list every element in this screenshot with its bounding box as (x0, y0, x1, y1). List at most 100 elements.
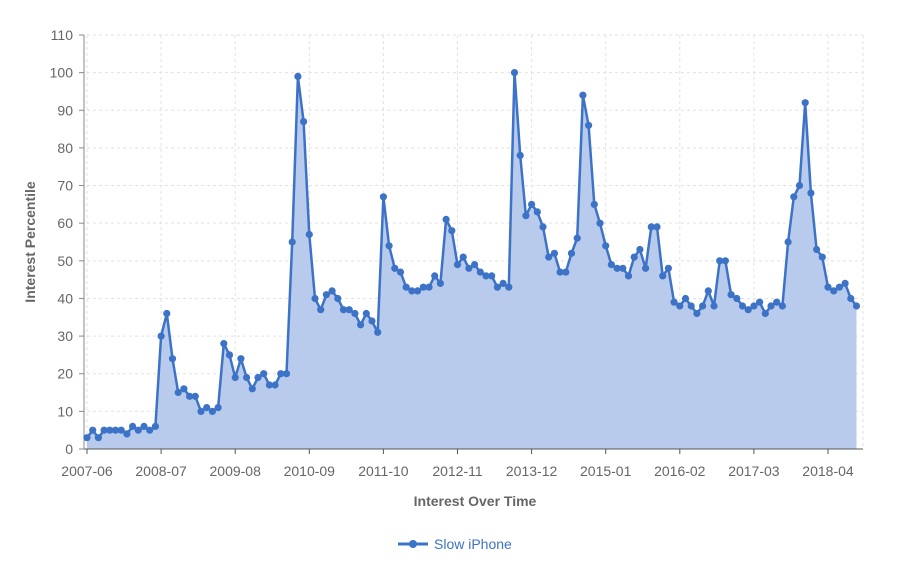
data-point[interactable] (499, 279, 507, 287)
data-point[interactable] (225, 351, 234, 359)
data-point[interactable] (402, 283, 410, 291)
data-point[interactable] (339, 306, 348, 314)
data-point[interactable] (476, 268, 484, 276)
data-point[interactable] (744, 306, 752, 314)
data-point[interactable] (300, 118, 308, 126)
data-point[interactable] (756, 298, 764, 306)
data-point[interactable] (362, 309, 370, 318)
data-point[interactable] (442, 215, 450, 223)
data-point[interactable] (100, 426, 108, 434)
data-point[interactable] (414, 287, 422, 295)
data-point[interactable] (271, 381, 279, 389)
data-point[interactable] (265, 381, 273, 389)
data-point[interactable] (539, 223, 547, 231)
data-point[interactable] (83, 434, 91, 442)
data-point[interactable] (653, 223, 661, 231)
data-point[interactable] (573, 234, 581, 242)
data-point[interactable] (345, 306, 353, 314)
data-point[interactable] (550, 249, 559, 257)
data-point[interactable] (431, 272, 439, 280)
data-point[interactable] (129, 422, 137, 430)
data-point[interactable] (624, 272, 633, 280)
data-point[interactable] (294, 72, 302, 80)
data-point[interactable] (374, 328, 382, 336)
data-point[interactable] (687, 302, 695, 310)
data-point[interactable] (659, 272, 667, 280)
data-point[interactable] (699, 302, 707, 310)
data-point[interactable] (778, 302, 787, 310)
data-point[interactable] (596, 219, 604, 227)
data-point[interactable] (567, 249, 576, 257)
data-point[interactable] (613, 264, 621, 272)
data-point[interactable] (522, 212, 530, 220)
data-point[interactable] (602, 242, 610, 250)
data-point[interactable] (852, 302, 861, 310)
data-point[interactable] (311, 294, 319, 303)
data-point[interactable] (254, 373, 262, 382)
data-point[interactable] (556, 268, 564, 276)
data-point[interactable] (670, 298, 678, 306)
data-point[interactable] (716, 257, 724, 265)
data-point[interactable] (841, 279, 849, 287)
data-point[interactable] (448, 227, 456, 235)
data-point[interactable] (197, 407, 205, 415)
data-point[interactable] (351, 309, 359, 318)
data-point[interactable] (471, 261, 479, 269)
data-point[interactable] (123, 430, 131, 438)
data-point[interactable] (260, 370, 268, 378)
data-point[interactable] (761, 309, 769, 318)
data-point[interactable] (146, 426, 154, 434)
data-point[interactable] (590, 200, 598, 208)
data-point[interactable] (773, 298, 781, 306)
data-point[interactable] (482, 272, 490, 280)
data-point[interactable] (237, 355, 245, 363)
data-point[interactable] (163, 309, 171, 318)
data-point[interactable] (220, 340, 228, 348)
data-point[interactable] (89, 426, 97, 434)
data-point[interactable] (830, 287, 838, 295)
data-point[interactable] (385, 242, 393, 250)
data-point[interactable] (607, 261, 616, 269)
data-point[interactable] (585, 121, 593, 129)
data-point[interactable] (157, 332, 165, 340)
data-point[interactable] (288, 238, 296, 246)
data-point[interactable] (305, 230, 313, 239)
data-point[interactable] (676, 302, 684, 310)
data-point[interactable] (419, 283, 427, 291)
data-point[interactable] (459, 253, 467, 261)
data-point[interactable] (111, 426, 120, 434)
data-point[interactable] (117, 426, 125, 434)
data-point[interactable] (579, 91, 587, 99)
data-point[interactable] (704, 287, 712, 295)
data-point[interactable] (767, 302, 775, 310)
data-point[interactable] (733, 294, 741, 303)
data-point[interactable] (801, 99, 809, 107)
data-point[interactable] (545, 253, 553, 261)
data-point[interactable] (231, 373, 239, 382)
data-point[interactable] (391, 264, 399, 272)
data-point[interactable] (642, 264, 650, 272)
data-point[interactable] (710, 302, 718, 310)
data-point[interactable] (636, 245, 644, 254)
data-point[interactable] (562, 268, 570, 276)
data-point[interactable] (818, 253, 826, 261)
data-point[interactable] (328, 287, 336, 295)
data-point[interactable] (203, 404, 211, 412)
data-point[interactable] (248, 385, 256, 393)
data-point[interactable] (750, 302, 758, 310)
data-point[interactable] (619, 264, 627, 272)
data-point[interactable] (243, 373, 251, 382)
data-point[interactable] (533, 208, 541, 216)
data-point[interactable] (151, 422, 159, 430)
data-point[interactable] (835, 283, 844, 291)
data-point[interactable] (847, 294, 855, 303)
data-point[interactable] (191, 392, 199, 400)
data-point[interactable] (134, 426, 142, 434)
data-point[interactable] (693, 309, 701, 318)
data-point[interactable] (357, 321, 365, 329)
data-point[interactable] (436, 279, 444, 287)
data-point[interactable] (317, 306, 325, 314)
data-point[interactable] (795, 181, 804, 190)
data-point[interactable] (807, 189, 815, 197)
data-point[interactable] (140, 422, 148, 430)
